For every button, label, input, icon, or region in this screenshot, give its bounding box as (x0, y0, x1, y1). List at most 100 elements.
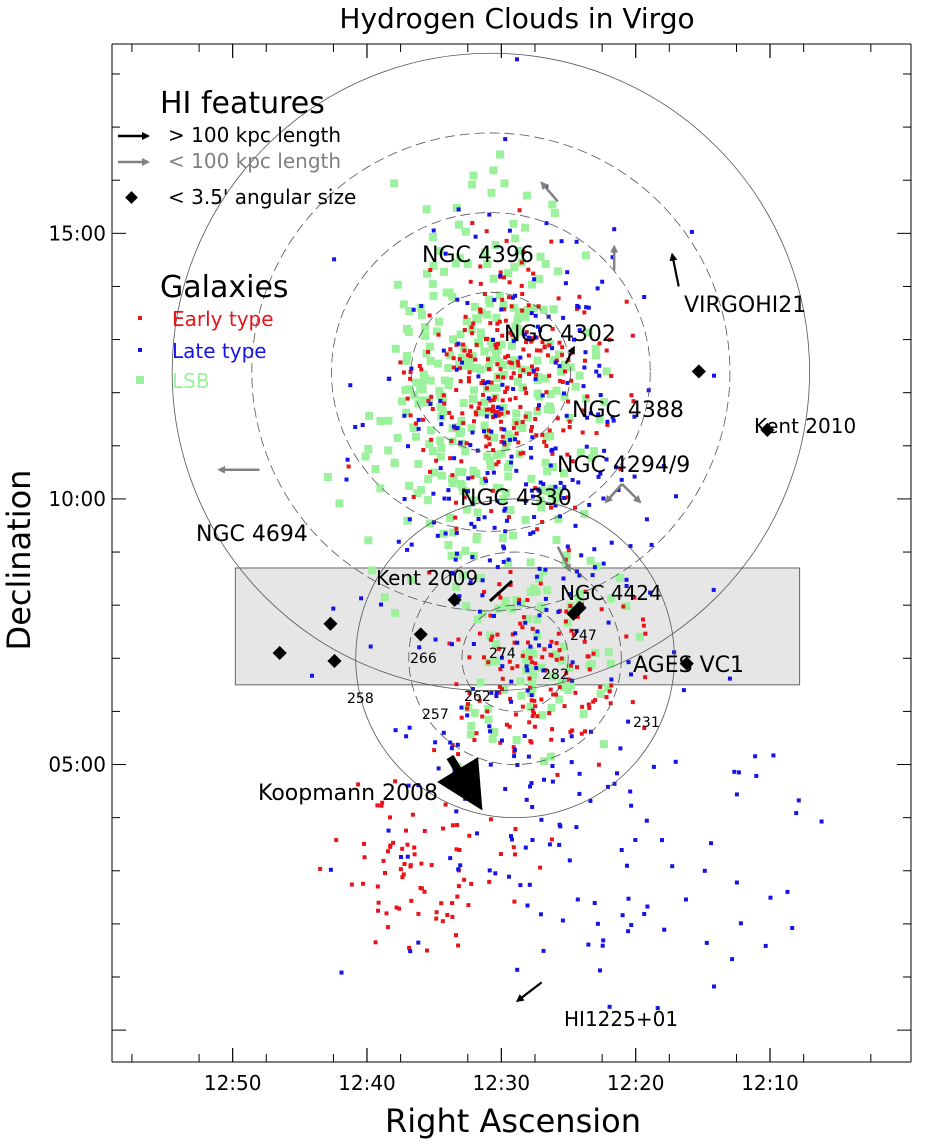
early-galaxy-point (495, 342, 499, 346)
early-galaxy-point (508, 398, 512, 402)
early-galaxy-point (631, 700, 635, 704)
late-galaxy-point (612, 227, 616, 231)
early-galaxy-point (460, 716, 464, 720)
early-galaxy-point (457, 884, 461, 888)
early-galaxy-point (400, 875, 404, 879)
early-galaxy-point (521, 654, 525, 658)
lsb-galaxy-point (535, 275, 543, 283)
early-galaxy-point (430, 863, 434, 867)
early-galaxy-point (535, 348, 539, 352)
late-galaxy-point (440, 415, 444, 419)
late-galaxy-point (786, 890, 790, 894)
early-galaxy-point (480, 715, 484, 719)
late-galaxy-point (500, 739, 504, 743)
early-galaxy-point (549, 240, 553, 244)
late-galaxy-point (518, 883, 522, 887)
early-galaxy-point (477, 406, 481, 410)
late-galaxy-point (577, 305, 581, 309)
late-galaxy-point (615, 771, 619, 775)
lsb-galaxy-point (543, 586, 551, 594)
lsb-galaxy-point (392, 345, 400, 353)
late-galaxy-point (507, 875, 511, 879)
lsb-galaxy-point (480, 348, 488, 356)
late-galaxy-point (444, 532, 448, 536)
late-galaxy-point (712, 985, 716, 989)
late-galaxy-point (471, 431, 475, 435)
early-galaxy-point (362, 842, 366, 846)
early-galaxy-point (463, 328, 467, 332)
late-galaxy-point (674, 760, 678, 764)
early-galaxy-point (402, 371, 406, 375)
early-galaxy-point (519, 452, 523, 456)
early-galaxy-point (455, 895, 459, 899)
late-galaxy-point (448, 856, 452, 860)
lsb-galaxy-point (384, 447, 392, 455)
late-galaxy-point (532, 369, 536, 373)
early-galaxy-point (450, 415, 454, 419)
feature-label: 247 (570, 628, 597, 644)
early-galaxy-point (484, 337, 488, 341)
late-galaxy-point (503, 787, 507, 791)
lsb-galaxy-point (528, 281, 536, 289)
x-tick-label: 12:30 (473, 1071, 531, 1095)
early-galaxy-point (566, 400, 570, 404)
early-galaxy-point (597, 763, 601, 767)
late-galaxy-point (620, 478, 624, 482)
late-galaxy-point (455, 368, 459, 372)
early-galaxy-point (515, 421, 519, 425)
feature-label: NGC 4396 (422, 243, 534, 268)
late-galaxy-point (500, 407, 504, 411)
late-galaxy-point (454, 558, 458, 562)
early-galaxy-point (556, 773, 560, 777)
early-galaxy-point (492, 398, 496, 402)
lsb-galaxy-point (391, 609, 399, 617)
late-galaxy-point (794, 811, 798, 815)
early-galaxy-point (524, 391, 528, 395)
late-galaxy-point (561, 316, 565, 320)
late-galaxy-point (574, 524, 578, 528)
late-galaxy-point (527, 755, 531, 759)
early-galaxy-point (409, 899, 413, 903)
early-galaxy-point (547, 711, 551, 715)
late-galaxy-point (642, 912, 646, 916)
early-galaxy-point (459, 459, 463, 463)
early-galaxy-point (376, 909, 380, 913)
early-galaxy-point (478, 402, 482, 406)
late-galaxy-point (542, 949, 546, 953)
late-galaxy-point (487, 724, 491, 728)
late-galaxy-point (645, 819, 649, 823)
late-galaxy-point (730, 957, 734, 961)
early-galaxy-point (409, 413, 413, 417)
late-galaxy-point (558, 823, 562, 827)
late-galaxy-point (442, 349, 446, 353)
lsb-galaxy-point (470, 172, 478, 180)
early-galaxy-point (527, 720, 531, 724)
late-galaxy-point (480, 593, 484, 597)
early-galaxy-point (450, 901, 454, 905)
late-galaxy-point (340, 971, 344, 975)
early-galaxy-point (531, 714, 535, 718)
early-galaxy-point (501, 375, 505, 379)
late-galaxy-point (670, 864, 674, 868)
early-galaxy-point (469, 280, 473, 284)
lsb-galaxy-point (385, 417, 393, 425)
late-galaxy-point (627, 897, 631, 901)
early-galaxy-point (403, 862, 407, 866)
early-galaxy-point (472, 419, 476, 423)
late-galaxy-point (478, 610, 482, 614)
lsb-galaxy-point (636, 633, 644, 641)
late-galaxy-point (559, 481, 563, 485)
late-galaxy-point (534, 666, 538, 670)
lsb-galaxy-point (510, 220, 518, 228)
early-galaxy-point (454, 501, 458, 505)
early-galaxy-point (526, 268, 530, 272)
lsb-galaxy-point (444, 364, 452, 372)
lsb-galaxy-point (405, 328, 413, 336)
lsb-galaxy-point (460, 399, 468, 407)
y-tick-label: 15:00 (48, 221, 106, 245)
y-tick-label: 10:00 (48, 487, 106, 511)
early-galaxy-point (528, 677, 532, 681)
lsb-galaxy-point (416, 383, 424, 391)
late-galaxy-point (503, 529, 507, 533)
early-galaxy-point (465, 441, 469, 445)
